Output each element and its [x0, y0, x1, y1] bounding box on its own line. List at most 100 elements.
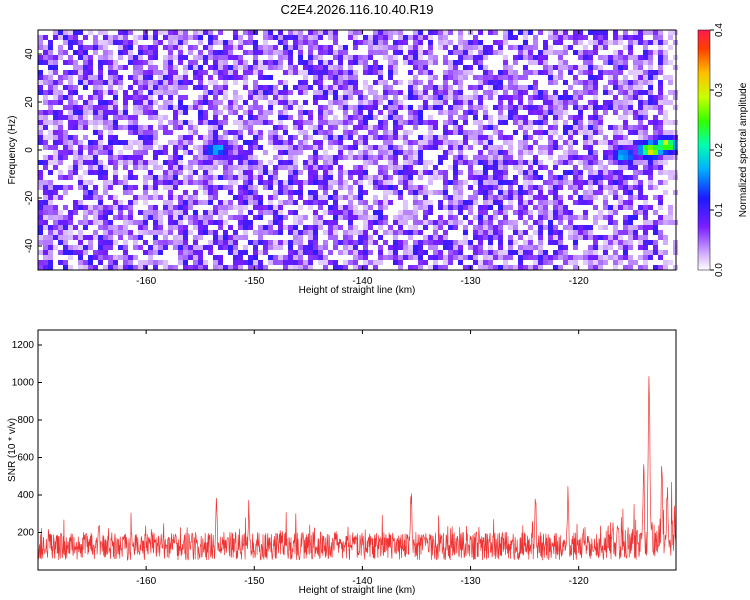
heatmap-cell: [223, 70, 228, 75]
heatmap-cell: [553, 125, 558, 130]
heatmap-cell: [233, 45, 238, 50]
heatmap-cell: [173, 90, 178, 95]
heatmap-cell: [138, 160, 143, 165]
heatmap-cell: [443, 125, 448, 130]
heatmap-cell: [313, 255, 318, 260]
heatmap-cell: [113, 200, 118, 205]
heatmap-cell: [443, 255, 448, 260]
heatmap-cell: [73, 35, 78, 40]
heatmap-cell: [58, 90, 63, 95]
heatmap-cell: [278, 140, 283, 145]
heatmap-cell: [38, 240, 43, 245]
heatmap-cell: [593, 190, 598, 195]
heatmap-cell: [518, 245, 523, 250]
heatmap-cell: [178, 120, 183, 125]
heatmap-cell: [478, 190, 483, 195]
heatmap-cell: [608, 190, 613, 195]
heatmap-cell: [168, 265, 173, 270]
heatmap-cell: [503, 30, 508, 35]
heatmap-cell: [303, 160, 308, 165]
heatmap-cell: [183, 35, 188, 40]
heatmap-cell: [508, 45, 513, 50]
heatmap-cell: [43, 35, 48, 40]
heatmap-cell: [273, 210, 278, 215]
heatmap-cell: [483, 235, 488, 240]
heatmap-cell: [248, 150, 253, 155]
heatmap-cell: [183, 75, 188, 80]
heatmap-cell: [128, 50, 133, 55]
heatmap-cell: [563, 140, 568, 145]
heatmap-cell: [203, 140, 208, 145]
heatmap-cell: [158, 180, 163, 185]
heatmap-cell: [228, 140, 233, 145]
heatmap-cell: [518, 195, 523, 200]
heatmap-cell: [98, 245, 103, 250]
heatmap-cell: [553, 130, 558, 135]
heatmap-cell: [628, 190, 633, 195]
heatmap-cell: [108, 105, 113, 110]
heatmap-cell: [263, 250, 268, 255]
heatmap-cell: [413, 115, 418, 120]
heatmap-cell: [523, 245, 528, 250]
heatmap-cell: [578, 80, 583, 85]
heatmap-cell: [578, 55, 583, 60]
heatmap-cell: [73, 225, 78, 230]
heatmap-cell: [503, 35, 508, 40]
heatmap-cell: [63, 30, 68, 35]
heatmap-cell: [308, 40, 313, 45]
heatmap-cell: [628, 50, 633, 55]
heatmap-cell: [348, 185, 353, 190]
heatmap-cell: [173, 120, 178, 125]
heatmap-cell: [588, 230, 593, 235]
heatmap-cell: [113, 105, 118, 110]
heatmap-cell: [513, 165, 518, 170]
heatmap-cell: [288, 210, 293, 215]
heatmap-cell: [273, 190, 278, 195]
heatmap-cell: [423, 50, 428, 55]
heatmap-cell: [618, 200, 623, 205]
heatmap-cell: [198, 225, 203, 230]
heatmap-cell: [458, 105, 463, 110]
heatmap-cell: [613, 260, 618, 265]
heatmap-cell: [443, 140, 448, 145]
heatmap-cell: [483, 210, 488, 215]
heatmap-cell: [443, 150, 448, 155]
heatmap-cell: [188, 125, 193, 130]
heatmap-cell: [343, 145, 348, 150]
heatmap-cell: [398, 245, 403, 250]
heatmap-cell: [468, 220, 473, 225]
heatmap-cell: [568, 215, 573, 220]
heatmap-cell: [268, 65, 273, 70]
heatmap-cell: [438, 225, 443, 230]
heatmap-cell: [83, 125, 88, 130]
heatmap-cell: [438, 135, 443, 140]
heatmap-cell: [358, 185, 363, 190]
heatmap-cell: [163, 240, 168, 245]
heatmap-cell: [58, 45, 63, 50]
heatmap-cell: [488, 185, 493, 190]
heatmap-cell: [388, 45, 393, 50]
heatmap-cell: [398, 165, 403, 170]
heatmap-cell: [643, 45, 648, 50]
heatmap-cell: [248, 225, 253, 230]
heatmap-cell: [338, 140, 343, 145]
heatmap-cell: [413, 80, 418, 85]
heatmap-cell: [483, 125, 488, 130]
heatmap-cell: [268, 55, 273, 60]
heatmap-cell: [363, 245, 368, 250]
heatmap-cell: [498, 70, 503, 75]
heatmap-cell: [438, 250, 443, 255]
heatmap-cell: [63, 145, 68, 150]
heatmap-cell: [523, 265, 528, 270]
heatmap-cell: [268, 185, 273, 190]
heatmap-cell: [628, 155, 633, 160]
heatmap-cell: [108, 260, 113, 265]
heatmap-cell: [418, 120, 423, 125]
y-tick-label: 800: [17, 415, 34, 426]
heatmap-cell: [573, 235, 578, 240]
heatmap-cell: [198, 180, 203, 185]
heatmap-cell: [388, 100, 393, 105]
heatmap-cell: [403, 185, 408, 190]
heatmap-cell: [133, 65, 138, 70]
heatmap-cell: [58, 100, 63, 105]
